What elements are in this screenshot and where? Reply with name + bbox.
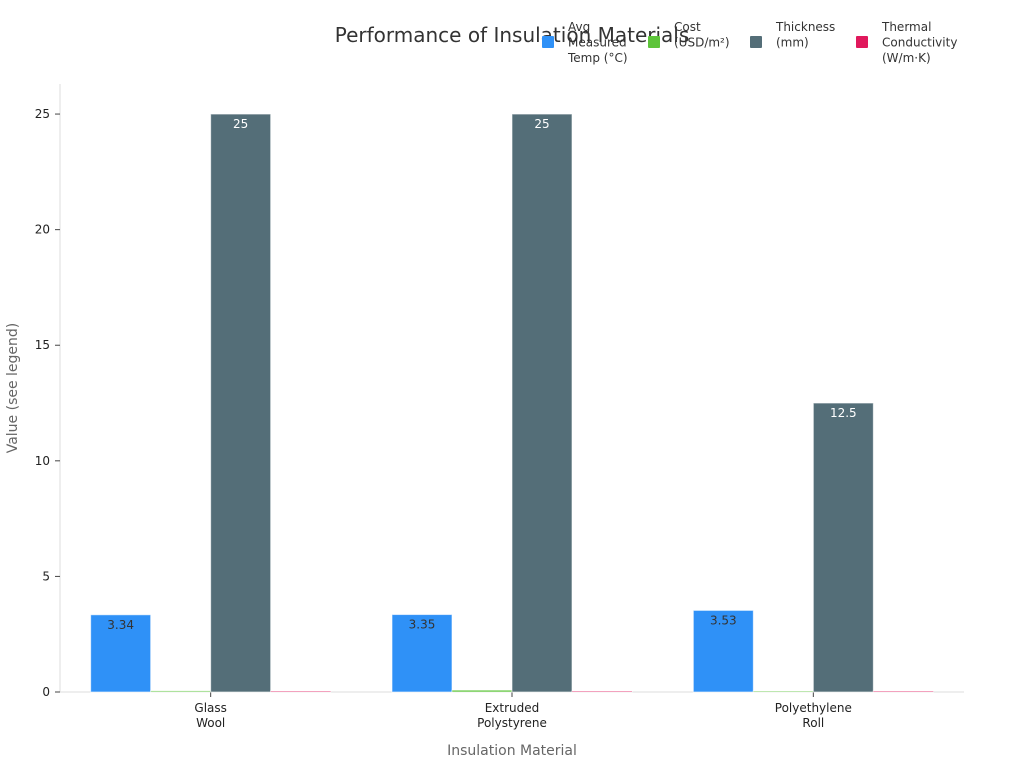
bar-value-label: 12.5 (830, 406, 857, 420)
legend-swatch (856, 36, 868, 48)
bar-value-label: 3.53 (710, 613, 737, 627)
legend-item: Thickness (mm) (750, 20, 835, 50)
y-tick-label: 0 (42, 685, 50, 699)
x-tick-label: Extruded Polystyrene (477, 701, 547, 730)
x-axis-title: Insulation Material (447, 743, 577, 759)
y-tick-label: 10 (35, 454, 50, 468)
bar (812, 402, 874, 693)
x-tick-label: Glass Wool (194, 701, 227, 730)
chart-title: Performance of Insulation Materials (335, 23, 690, 47)
bar-labels: 3.34 25 3.35 25 3.53 12.5 (107, 117, 856, 632)
y-tick-label: 20 (35, 223, 50, 237)
legend-swatch (542, 36, 554, 48)
legend-label: Thickness (mm) (775, 20, 835, 50)
bar (210, 113, 272, 693)
bar (391, 614, 453, 693)
bars (90, 113, 934, 693)
legend-item: Avg Measured Temp (°C) (542, 20, 628, 65)
bar-value-label: 3.35 (409, 618, 436, 632)
bar (571, 690, 633, 693)
legend-label: Thermal Conductivity (W/m·K) (881, 20, 957, 65)
legend-label: Cost (USD/m²) (674, 20, 730, 50)
bar-value-label: 3.34 (107, 618, 134, 632)
legend: Avg Measured Temp (°C) Cost (USD/m²) Thicknes… (542, 20, 957, 65)
bar (451, 689, 513, 693)
y-axis-title: Value (see legend) (5, 323, 21, 454)
x-ticks: Glass Wool Extruded Polystyrene Polyethylene… (194, 692, 852, 730)
bar (692, 609, 754, 693)
legend-item: Cost (USD/m²) (648, 20, 730, 50)
y-tick-label: 5 (42, 569, 50, 583)
legend-swatch (750, 36, 762, 48)
bar (511, 113, 573, 693)
bar-value-label: 25 (233, 117, 248, 131)
legend-label: Avg Measured Temp (°C) (567, 20, 628, 65)
bar (270, 690, 332, 693)
y-ticks: 0 5 10 15 20 25 (35, 107, 60, 699)
x-tick-label: Polyethylene Roll (775, 701, 852, 730)
bar (752, 690, 814, 693)
y-tick-label: 25 (35, 107, 50, 121)
legend-swatch (648, 36, 660, 48)
y-tick-label: 15 (35, 338, 50, 352)
bar (90, 614, 152, 693)
bar (872, 690, 934, 693)
legend-item: Thermal Conductivity (W/m·K) (856, 20, 957, 65)
bar (150, 690, 212, 693)
bar-value-label: 25 (534, 117, 549, 131)
